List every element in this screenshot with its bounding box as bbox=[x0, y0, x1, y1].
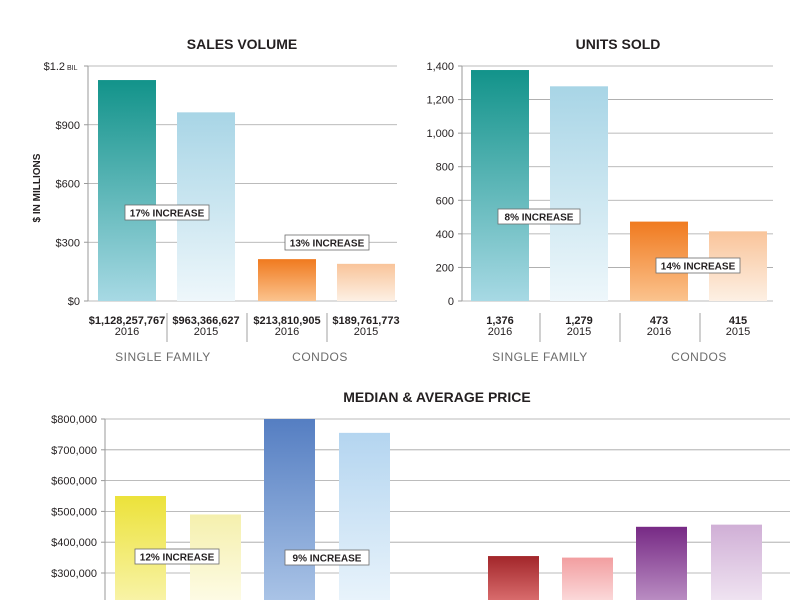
y-tick-label: 0 bbox=[448, 296, 454, 308]
chart-title: SALES VOLUME bbox=[187, 36, 297, 52]
y-tick-label: $500,000 bbox=[51, 506, 97, 518]
y-tick-label: $300 bbox=[56, 237, 80, 249]
bar-value-label: $963,366,627 bbox=[172, 315, 239, 327]
bar-value-label: 415 bbox=[729, 315, 747, 327]
x-tick-label: 2015 bbox=[726, 326, 750, 338]
bar bbox=[264, 419, 315, 600]
y-tick-label: $300,000 bbox=[51, 568, 97, 580]
group-label: CONDOS bbox=[671, 350, 727, 364]
y-tick-label: 800 bbox=[436, 162, 454, 174]
bar-value-label: $213,810,905 bbox=[253, 315, 320, 327]
y-tick-label: 1,200 bbox=[426, 95, 454, 107]
y-tick-label: 200 bbox=[436, 262, 454, 274]
bar bbox=[711, 524, 762, 600]
y-tick-label: 600 bbox=[436, 195, 454, 207]
bar bbox=[339, 432, 390, 600]
x-tick-label: 2016 bbox=[488, 326, 512, 338]
y-tick-label: $0 bbox=[68, 296, 80, 308]
x-tick-label: 2015 bbox=[194, 326, 218, 338]
y-tick-label: $600 bbox=[56, 179, 80, 191]
chart-title: MEDIAN & AVERAGE PRICE bbox=[343, 389, 530, 405]
bar-value-label: $1,128,257,767 bbox=[89, 315, 165, 327]
annotation-label: 17% INCREASE bbox=[130, 209, 205, 220]
bar-value-label: 1,376 bbox=[486, 315, 514, 327]
bar bbox=[258, 259, 316, 301]
annotation-label: 9% INCREASE bbox=[293, 554, 362, 565]
y-axis-label: $ IN MILLIONS bbox=[32, 153, 43, 222]
x-tick-label: 2016 bbox=[275, 326, 299, 338]
x-tick-label: 2016 bbox=[115, 326, 139, 338]
bar bbox=[115, 496, 166, 600]
bar bbox=[562, 557, 613, 600]
annotation-label: 13% INCREASE bbox=[290, 239, 365, 250]
annotation-box bbox=[134, 548, 220, 565]
bar bbox=[337, 263, 395, 301]
x-tick-label: 2015 bbox=[354, 326, 378, 338]
bar bbox=[488, 556, 539, 600]
y-tick-label: $700,000 bbox=[51, 445, 97, 457]
y-tick-label: 400 bbox=[436, 229, 454, 241]
group-label: SINGLE FAMILY bbox=[115, 350, 211, 364]
y-tick-label: $800,000 bbox=[51, 414, 97, 426]
y-tick-label: $600,000 bbox=[51, 476, 97, 488]
chart-title: UNITS SOLD bbox=[576, 36, 661, 52]
y-tick-label: 1,000 bbox=[426, 128, 454, 140]
x-tick-label: 2016 bbox=[647, 326, 671, 338]
annotation-box bbox=[655, 257, 741, 274]
bar bbox=[98, 80, 156, 301]
y-tick-unit: BIL bbox=[67, 65, 78, 72]
y-tick-label: $1.2 bbox=[44, 61, 65, 73]
annotation-box bbox=[497, 208, 581, 225]
y-tick-label: $400,000 bbox=[51, 537, 97, 549]
annotation-box bbox=[124, 204, 210, 221]
y-tick-label: 1,400 bbox=[426, 61, 454, 73]
bar-value-label: $189,761,773 bbox=[332, 315, 399, 327]
bar-value-label: 1,279 bbox=[565, 315, 593, 327]
annotation-label: 8% INCREASE bbox=[505, 213, 574, 224]
x-tick-label: 2015 bbox=[567, 326, 591, 338]
bar-value-label: 473 bbox=[650, 315, 668, 327]
annotation-box bbox=[284, 549, 370, 566]
bar bbox=[471, 70, 529, 302]
bar bbox=[636, 526, 687, 600]
group-label: SINGLE FAMILY bbox=[492, 350, 588, 364]
y-tick-label: $900 bbox=[56, 120, 80, 132]
group-label: CONDOS bbox=[292, 350, 348, 364]
annotation-box bbox=[284, 234, 370, 251]
annotation-label: 14% INCREASE bbox=[661, 262, 736, 273]
annotation-label: 12% INCREASE bbox=[140, 553, 215, 564]
bar bbox=[550, 86, 608, 301]
